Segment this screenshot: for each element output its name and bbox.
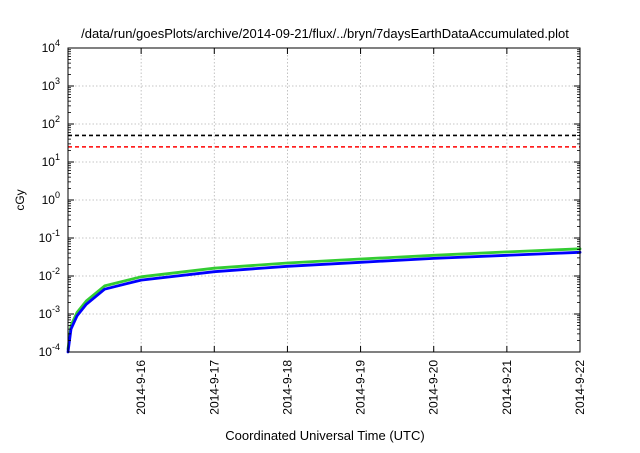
x-tick-label: 2014-9-19 [354,360,368,415]
y-axis-label: cGy [13,189,27,210]
axis-layer: 10-4 10-3 10-2 10-1 100 101 102 103 104 2014-9-16… [39,38,587,415]
y-tick-label: 10-1 [39,228,60,245]
y-tick-label: 101 [42,152,60,169]
y-tick-label: 102 [42,114,60,131]
y-tick-label: 10-2 [39,266,60,283]
series-layer [66,247,582,354]
y-tick-label: 103 [42,76,60,93]
x-tick-label: 2014-9-22 [573,360,587,415]
x-tick-label: 2014-9-17 [207,360,221,415]
y-tick-label: 10-3 [39,304,60,321]
x-tick-label: 2014-9-20 [427,360,441,415]
plot-frame [67,47,581,353]
x-tick-label: 2014-9-16 [134,360,148,415]
series-line [66,247,582,351]
y-tick-label: 10-4 [39,342,60,359]
x-tick-label: 2014-9-18 [280,360,294,415]
y-tick-label: 104 [42,38,60,55]
x-tick-label: 2014-9-21 [500,360,514,415]
y-tick-label: 100 [42,190,60,207]
chart-title: /data/run/goesPlots/archive/2014-09-21/f… [81,26,569,41]
threshold-layer [68,134,580,148]
x-axis-label: Coordinated Universal Time (UTC) [225,428,424,443]
series-line [66,250,582,354]
grid-layer [68,48,580,352]
